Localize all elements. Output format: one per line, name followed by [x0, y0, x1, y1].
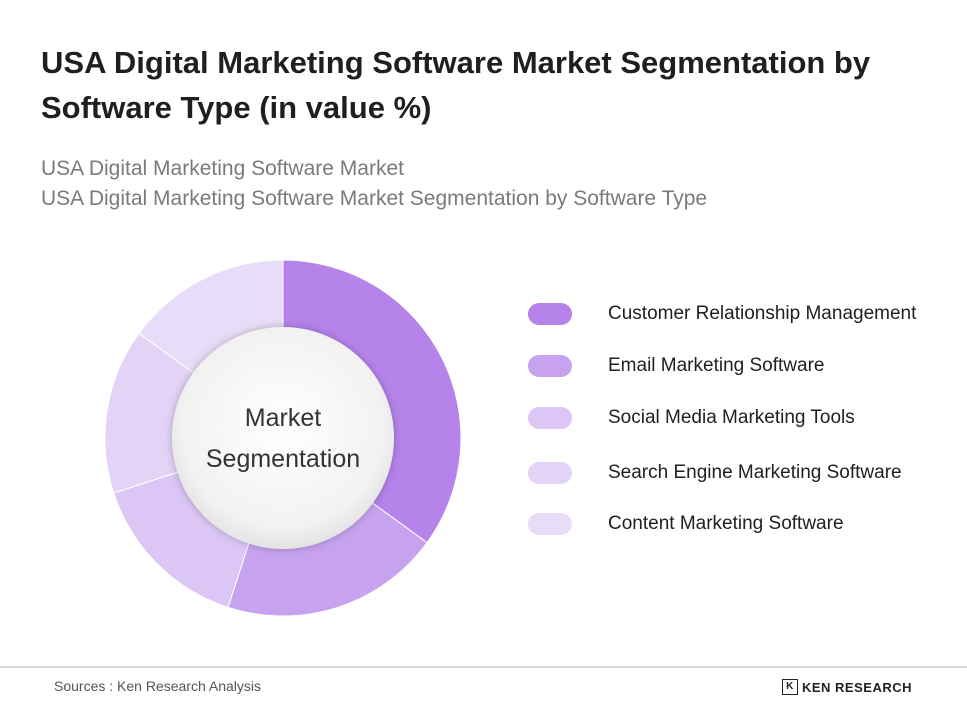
donut-chart: Market Segmentation [104, 259, 462, 617]
legend-swatch [528, 355, 572, 377]
chart-legend: Customer Relationship Management Email M… [528, 0, 958, 725]
legend-item-crm: Customer Relationship Management [528, 303, 916, 325]
legend-item-social: Social Media Marketing Tools [528, 407, 855, 429]
donut-center [172, 327, 394, 549]
brand-name: KEN RESEARCH [801, 679, 912, 695]
legend-item-search: Search Engine Marketing Software [528, 462, 902, 484]
legend-swatch [528, 513, 572, 535]
legend-label: Email Marketing Software [608, 355, 825, 376]
center-label-line-2: Segmentation [206, 445, 360, 473]
legend-label: Social Media Marketing Tools [608, 407, 855, 428]
legend-item-email: Email Marketing Software [528, 355, 824, 377]
brand-logo: K KEN RESEARCH [781, 679, 912, 695]
source-note: Sources : Ken Research Analysis [54, 678, 261, 694]
subtitle-market: USA Digital Marketing Software Market [41, 157, 404, 180]
chart-title: USA Digital Marketing Software Market Se… [41, 45, 871, 125]
legend-swatch [528, 462, 572, 484]
legend-label: Content Marketing Software [608, 513, 844, 534]
footer-divider [0, 666, 967, 668]
center-label-line-1: Market [245, 404, 321, 432]
legend-swatch [528, 303, 572, 325]
legend-item-content: Content Marketing Software [528, 513, 844, 535]
legend-label: Search Engine Marketing Software [608, 462, 902, 483]
legend-swatch [528, 407, 572, 429]
subtitle-segmentation: USA Digital Marketing Software Market Se… [41, 187, 708, 210]
legend-label: Customer Relationship Management [608, 303, 917, 324]
brand-mark-icon: K [781, 679, 798, 695]
